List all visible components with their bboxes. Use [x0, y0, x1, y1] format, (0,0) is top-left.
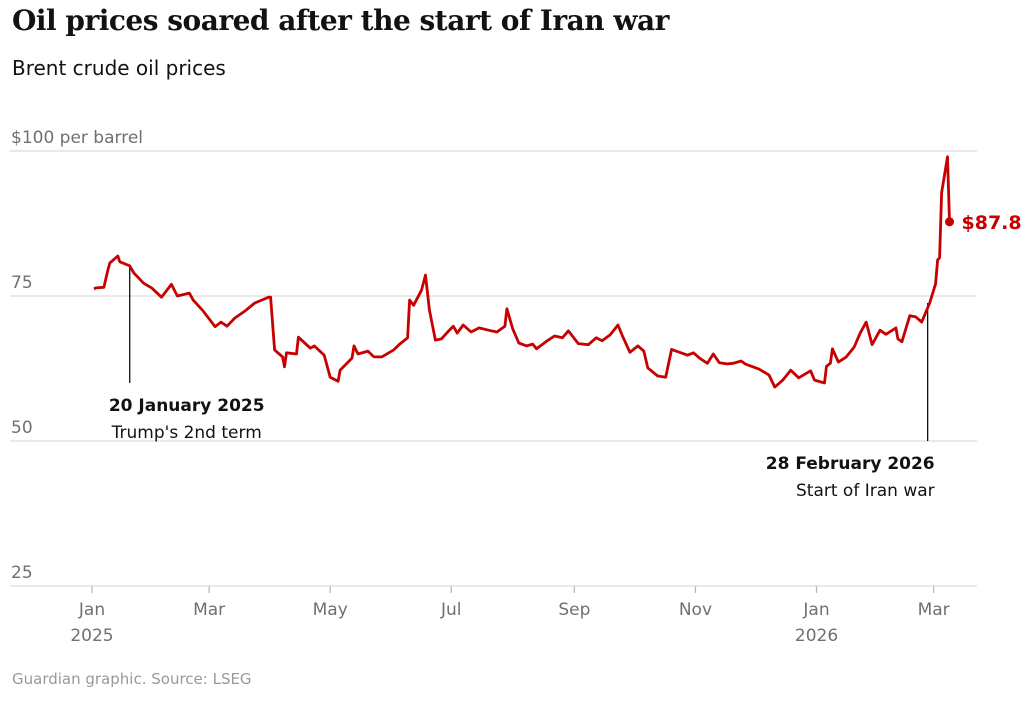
x-tick-label: May	[313, 600, 348, 620]
y-tick-label: 75	[11, 273, 33, 293]
y-tick-label: $100 per barrel	[11, 128, 143, 148]
chart-title: Oil prices soared after the start of Ira…	[12, 4, 669, 37]
y-tick-label: 50	[11, 418, 33, 438]
x-tick-label: Jan	[802, 600, 829, 620]
x-tick-label: Jul	[440, 600, 462, 620]
x-tick-label: Sep	[558, 600, 590, 620]
annotation-text-iran-war: Start of Iran war	[796, 481, 935, 501]
price-line	[93, 155, 951, 389]
y-tick-label: 25	[11, 563, 33, 583]
last-value-label: $87.8	[962, 212, 1022, 234]
x-tick-label: Jan	[78, 600, 105, 620]
annotation-text-trump: Trump's 2nd term	[111, 423, 262, 443]
x-tick-label: Mar	[193, 600, 225, 620]
x-tick-year: 2025	[70, 626, 113, 646]
last-value-dot	[945, 217, 955, 227]
source-footer: Guardian graphic. Source: LSEG	[12, 670, 252, 688]
x-tick-label: Mar	[918, 600, 950, 620]
x-tick-label: Nov	[679, 600, 712, 620]
annotation-title-iran-war: 28 February 2026	[766, 454, 935, 474]
x-tick-year: 2026	[795, 626, 838, 646]
annotation-title-trump: 20 January 2025	[109, 396, 265, 416]
chart-subtitle: Brent crude oil prices	[12, 56, 226, 80]
